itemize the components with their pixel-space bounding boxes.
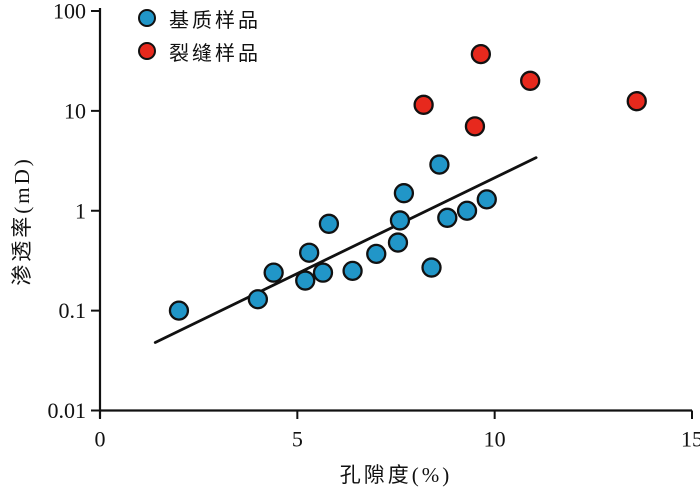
legend-label-fracture: 裂缝样品 <box>169 42 261 65</box>
legend: 基质样品 裂缝样品 <box>138 6 261 65</box>
y-tick-label: 1 <box>75 198 86 223</box>
data-point-matrix <box>312 262 334 283</box>
data-point-matrix <box>247 289 269 310</box>
y-tick-label: 0.01 <box>48 398 87 423</box>
x-tick-label: 0 <box>95 427 106 452</box>
legend-marker-fracture-icon <box>138 42 156 60</box>
data-point-matrix <box>342 260 363 282</box>
data-point-fracture <box>626 91 647 112</box>
trend-line <box>153 156 538 344</box>
data-point-matrix <box>437 207 458 228</box>
data-point-fracture <box>470 43 492 65</box>
data-point-matrix <box>393 183 415 204</box>
legend-item-matrix: 基质样品 <box>138 6 261 32</box>
data-point-matrix <box>456 200 478 221</box>
data-point-matrix <box>421 257 442 278</box>
data-point-matrix <box>387 232 409 253</box>
data-point-fracture <box>520 70 541 91</box>
data-point-fracture <box>464 116 486 137</box>
data-point-matrix <box>429 154 450 175</box>
x-tick-label: 5 <box>292 427 303 452</box>
data-point-matrix <box>263 262 284 283</box>
legend-marker-matrix-icon <box>138 9 156 27</box>
legend-label-matrix: 基质样品 <box>169 9 261 32</box>
data-point-matrix <box>476 189 497 210</box>
y-tick-label: 0.1 <box>59 298 87 323</box>
y-tick-label: 10 <box>64 98 86 123</box>
data-point-matrix <box>366 243 387 265</box>
data-point-matrix <box>299 242 320 263</box>
y-tick-label: 100 <box>53 0 86 24</box>
x-axis-title: 孔隙度(%) <box>339 463 453 487</box>
data-point-fracture <box>413 94 434 115</box>
data-point-matrix <box>318 213 340 234</box>
data-point-matrix <box>168 300 190 321</box>
data-point-matrix <box>295 270 316 291</box>
x-tick-label: 15 <box>681 427 700 452</box>
x-tick-label: 10 <box>484 427 506 452</box>
y-axis-title: 渗透率(mD) <box>10 156 34 286</box>
data-point-matrix <box>389 210 411 231</box>
legend-item-fracture: 裂缝样品 <box>138 39 261 65</box>
